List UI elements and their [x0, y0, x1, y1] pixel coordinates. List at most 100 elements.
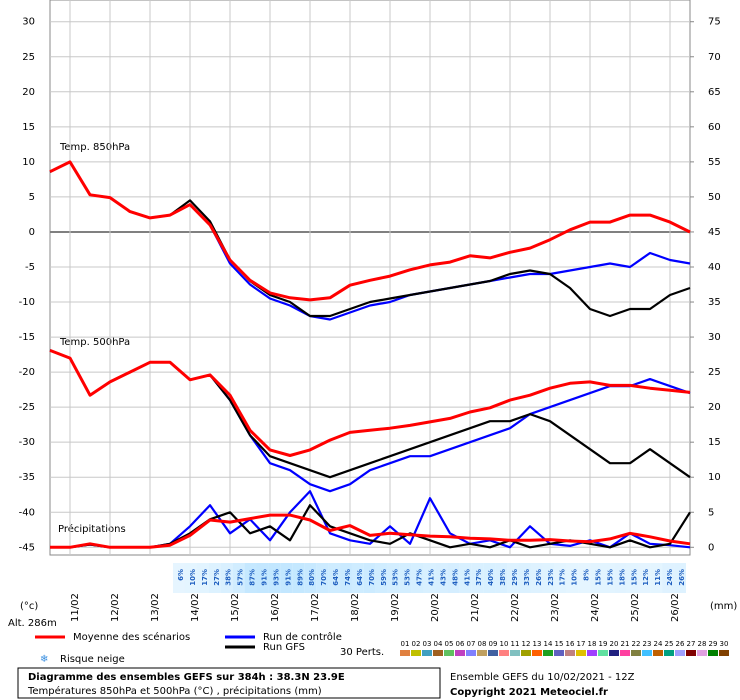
perturbation-swatch [433, 650, 443, 656]
perturbation-swatch [620, 650, 630, 656]
snow-label: 47% [416, 569, 424, 586]
plot-area [49, 0, 691, 556]
perturbation-label: 27 [687, 640, 696, 648]
snow-label: 57% [237, 569, 245, 586]
snow-cell [566, 563, 579, 593]
perturbation-swatch [488, 650, 498, 656]
snow-cell [530, 563, 543, 593]
snow-label: 91% [284, 569, 292, 586]
x-tick-label: 20/02 [430, 593, 441, 622]
x-tick-label: 15/02 [230, 593, 241, 622]
snow-label: 80% [308, 569, 316, 586]
snow-cell [495, 563, 508, 593]
snow-label: 11% [654, 569, 662, 586]
y2-tick-label: 20 [708, 402, 721, 413]
perturbation-label: 13 [533, 640, 542, 648]
y2-tick-label: 10 [708, 472, 721, 483]
snow-icon: ❄ [40, 654, 48, 665]
y-tick-label: -45 [19, 542, 35, 553]
snow-cell [435, 563, 448, 593]
y-tick-label: 10 [22, 157, 35, 168]
snow-label: 89% [296, 569, 304, 586]
y-axis-label: (°c) [20, 601, 38, 612]
series-line [50, 513, 691, 549]
snow-cell [256, 563, 269, 593]
legend-label: Run de contrôle [263, 631, 342, 643]
y2-tick-label: 75 [708, 17, 721, 28]
snow-cell [351, 563, 364, 593]
snow-label: 38% [225, 569, 233, 586]
snow-label: 24% [666, 569, 674, 586]
x-tick-label: 13/02 [150, 593, 161, 622]
perturbation-swatch [565, 650, 575, 656]
y-tick-label: 5 [29, 192, 35, 203]
snow-cell [411, 563, 424, 593]
snow-cell [518, 563, 531, 593]
perturbation-label: 02 [412, 640, 421, 648]
y2-tick-label: 45 [708, 227, 721, 238]
snow-cell [590, 563, 603, 593]
snow-label: 10% [571, 569, 579, 586]
perturbation-swatch [609, 650, 619, 656]
snow-label: 70% [320, 569, 328, 586]
snow-cell [542, 563, 555, 593]
x-tick-label: 14/02 [190, 593, 201, 622]
perturbation-swatch [499, 650, 509, 656]
snow-label: 17% [559, 569, 567, 586]
snow-cell [184, 563, 197, 593]
snow-label: 93% [272, 569, 280, 586]
perturbation-swatch [653, 650, 663, 656]
chart-subtitle: Températures 850hPa et 500hPa (°C) , pré… [27, 685, 322, 697]
x-tick-label: 17/02 [310, 593, 321, 622]
perturbation-swatch [642, 650, 652, 656]
perturbation-label: 12 [522, 640, 531, 648]
perturbation-swatch [466, 650, 476, 656]
perturbation-swatch [675, 650, 685, 656]
perturbation-label: 26 [676, 640, 685, 648]
y-tick-label: 20 [22, 87, 35, 98]
perturbation-swatch [411, 650, 421, 656]
series-line [49, 349, 691, 457]
y-tick-label: -20 [19, 367, 35, 378]
perturbation-label: 14 [544, 640, 553, 648]
x-tick-label: 16/02 [270, 593, 281, 622]
snow-label: 53% [392, 569, 400, 586]
snow-label: 74% [344, 569, 352, 586]
perturbation-label: 20 [610, 640, 619, 648]
perturbation-label: 05 [445, 640, 454, 648]
perturbation-swatch [510, 650, 520, 656]
snow-cell [173, 563, 185, 593]
y-tick-label: 15 [22, 122, 35, 133]
perturbation-swatch [664, 650, 674, 656]
perturbation-swatch [444, 650, 454, 656]
x-tick-label: 11/02 [70, 593, 81, 622]
snow-label: 15% [595, 569, 603, 586]
snow-cell [316, 563, 329, 593]
snow-cell [483, 563, 496, 593]
perturbation-swatch [554, 650, 564, 656]
snow-cell [268, 563, 281, 593]
perturbation-swatch [587, 650, 597, 656]
snow-cell [220, 563, 233, 593]
perturbation-label: 11 [511, 640, 520, 648]
snow-label: 26% [535, 569, 543, 586]
snow-cell [232, 563, 245, 593]
snow-cell [196, 563, 209, 593]
perturbation-label: 04 [434, 640, 443, 648]
y2-tick-label: 55 [708, 157, 721, 168]
snow-cell [387, 563, 400, 593]
y2-tick-label: 25 [708, 367, 721, 378]
legend-label: Moyenne des scénarios [73, 631, 190, 643]
annotation: Ensemble GEFS du 10/02/2021 - 12Z [450, 672, 635, 683]
snow-label: 43% [439, 569, 447, 586]
y2-tick-label: 65 [708, 87, 721, 98]
y-tick-label: -30 [19, 437, 35, 448]
perturbation-swatch [697, 650, 707, 656]
perturbation-swatch [631, 650, 641, 656]
snow-label: 37% [475, 569, 483, 586]
y-tick-label: -5 [25, 262, 35, 273]
perturbation-label: 01 [401, 640, 410, 648]
perturbation-label: 10 [500, 640, 509, 648]
x-tick-label: 22/02 [510, 593, 521, 622]
y2-tick-label: 60 [708, 122, 721, 133]
